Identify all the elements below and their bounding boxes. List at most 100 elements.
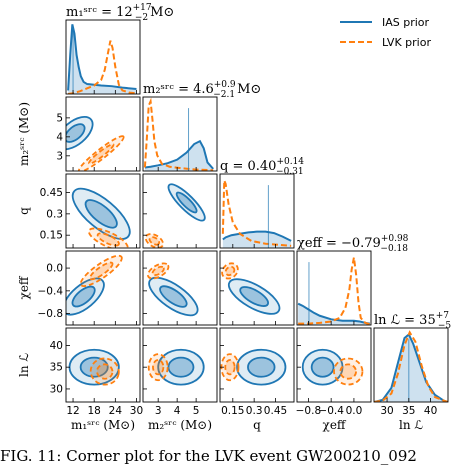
- marginal-lvk-q: [221, 180, 292, 247]
- marginal-ias-m1: [67, 24, 137, 91]
- panel-frame: [142, 96, 218, 172]
- panel-frame: [219, 327, 295, 403]
- title-chi: χeff = −0.79+0.98 −0.18: [297, 234, 409, 254]
- panel-frame: [142, 327, 218, 403]
- contour-inner-ias-m2-q: [175, 191, 198, 214]
- ytick-label-lnL: 30: [50, 383, 63, 395]
- contour-inner-lvk-m1-m2: [88, 143, 115, 165]
- contour-inner-ias-m1-q: [84, 199, 118, 229]
- xtick-label-lnL: 40: [424, 405, 437, 417]
- marginal-lvk-m1: [67, 40, 137, 94]
- title-lnL: ln ℒ = 35+7 −5: [374, 311, 451, 331]
- panel-frame: [65, 173, 141, 249]
- panel-frame: [373, 327, 449, 403]
- panel-frame: [65, 250, 141, 326]
- xaxis-label-lnL: ln ℒ: [399, 418, 423, 432]
- figure-caption: FIG. 11: Corner plot for the LVK event G…: [0, 447, 417, 465]
- xtick-label-m1: 30: [130, 405, 143, 417]
- contour-inner-ias-m1-lnL: [79, 356, 109, 378]
- contour-inner-ias-q-lnL: [247, 356, 276, 378]
- legend-label-ias: IAS prior: [382, 16, 430, 29]
- xtick-label-m1: 12: [66, 405, 79, 417]
- contour-inner-lvk-m2-lnL: [152, 359, 165, 376]
- marginal-ias-m2: [144, 139, 214, 170]
- contour-inner-lvk-q-lnL: [224, 359, 236, 376]
- contour-inner-lvk-m1-chi: [89, 261, 114, 281]
- panel-frame: [142, 250, 218, 326]
- panel-q-lnL: 0.15 0.3 0.45: [219, 327, 295, 417]
- ytick-label-lnL: 35: [50, 362, 63, 374]
- title-m1: m₁ˢʳᶜ = 12+17 −2 M⊙: [66, 3, 174, 23]
- xtick-label-lnL: 35: [402, 405, 415, 417]
- ytick-label-q: 0.3: [46, 208, 63, 220]
- marginal-ias-q: [222, 230, 292, 242]
- xtick-label-m2: 3: [155, 405, 162, 417]
- ytick-label-chi: −0.8: [38, 308, 64, 320]
- title-q: q = 0.40+0.14 −0.31: [220, 157, 304, 177]
- panel-frame: [219, 173, 295, 249]
- contour-outer-lvk-m1-lnL: [89, 357, 120, 386]
- xtick-label-m1: 24: [109, 405, 123, 417]
- contour-inner-lvk-chi-lnL: [339, 363, 357, 380]
- marginal-fill-ias-chi: [298, 303, 370, 325]
- xtick-label-m2: 4: [174, 405, 181, 417]
- marginal-lvk-chi: [298, 257, 371, 325]
- marginal-fill-ias-m2: [144, 141, 214, 171]
- panel-frame: [296, 327, 372, 403]
- xtick-label-chi: −0.4: [318, 405, 344, 417]
- contour-inner-ias-m1-m2: [66, 123, 86, 143]
- xaxis-label-m1: m₁ˢʳᶜ (M⊙): [71, 418, 135, 432]
- marginal-ias-chi: [297, 302, 371, 325]
- panel-q-chi: [219, 250, 295, 326]
- panel-m1-m1: [65, 19, 141, 95]
- xtick-label-chi: −0.8: [296, 405, 322, 417]
- panel-m1-chi: −0.8 −0.4 0.0: [38, 250, 141, 326]
- ytick-label-m2: 5: [56, 112, 63, 124]
- panel-frame: [296, 250, 372, 326]
- panel-lnL-lnL: 30 35 40: [373, 327, 449, 417]
- yaxis-label-q: q: [17, 207, 31, 215]
- ytick-label-q: 0.15: [40, 230, 63, 242]
- panel-m2-chi: [142, 250, 218, 326]
- panel-frame: [65, 327, 141, 403]
- contour-outer-lvk-chi-lnL: [333, 357, 364, 386]
- panel-frame: [65, 96, 141, 172]
- contour-inner-lvk-m1-lnL: [96, 363, 114, 380]
- xtick-label-m2: 5: [193, 405, 200, 417]
- legend-label-lvk: LVK prior: [382, 36, 431, 49]
- panel-frame: [142, 173, 218, 249]
- contour-inner-lvk-m1-q: [96, 232, 120, 247]
- xtick-label-m1: 18: [88, 405, 101, 417]
- contour-inner-ias-m2-lnL: [167, 356, 195, 378]
- yaxis-label-chi: χeff: [17, 275, 31, 299]
- contour-inner-ias-q-chi: [239, 286, 269, 307]
- ytick-label-chi: 0.0: [46, 263, 63, 275]
- ytick-label-lnL: 40: [50, 340, 63, 352]
- marginal-lvk-m2: [143, 97, 214, 171]
- contour-outer-ias-m2-lnL: [157, 348, 205, 386]
- contour-outer-lvk-m2-lnL: [147, 353, 169, 382]
- marginal-fill-ias-lnL: [374, 334, 448, 402]
- xaxis-label-chi: χeff: [323, 418, 347, 432]
- panel-m2-m2: [142, 96, 218, 172]
- marginal-lvk-lnL: [374, 330, 448, 402]
- panel-frame: [219, 250, 295, 326]
- marginal-ias-lnL: [374, 332, 448, 402]
- xtick-label-q: 0.45: [264, 405, 287, 417]
- panel-chi-chi: [296, 250, 372, 326]
- ytick-label-m2: 3: [56, 150, 63, 162]
- xaxis-label-m2: m₂ˢʳᶜ (M⊙): [148, 418, 212, 432]
- contour-outer-ias-q-lnL: [236, 348, 287, 386]
- panel-m1-lnL: 12 18 24 30 30 35 40: [50, 327, 143, 417]
- xaxis-label-q: q: [253, 418, 261, 432]
- contour-inner-lvk-m2-chi: [151, 265, 165, 276]
- xtick-label-lnL: 30: [380, 405, 393, 417]
- contour-outer-lvk-m1-m2: [77, 135, 125, 171]
- panel-q-q: [219, 173, 295, 249]
- panel-m2-q: [142, 173, 218, 249]
- contour-inner-lvk-q-chi: [224, 265, 236, 276]
- contour-inner-ias-m2-chi: [159, 285, 188, 308]
- xtick-label-q: 0.3: [246, 405, 263, 417]
